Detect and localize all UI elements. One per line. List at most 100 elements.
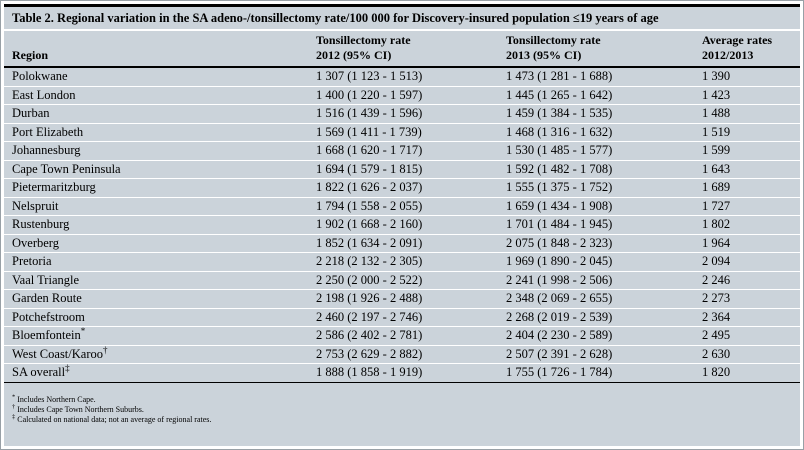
rate-2012-cell: 2 218 (2 132 - 2 305) [316, 254, 423, 268]
table-row: Rustenburg 1 902 (1 668 - 2 160) 1 701 (… [4, 216, 800, 235]
rate-2012-cell: 1 888 (1 858 - 1 919) [316, 365, 423, 379]
rate-2013-cell: 2 075 (1 848 - 2 323) [506, 235, 613, 250]
average-cell: 2 495 [702, 328, 731, 342]
rate-2013-cell: 1 468 (1 316 - 1 632) [506, 124, 613, 139]
region-cell: Overberg [4, 235, 316, 253]
average-cell: 1 599 [702, 143, 731, 157]
rate-2012-cell: 2 586 (2 402 - 2 781) [316, 328, 423, 342]
rate-2012-cell: 2 250 (2 000 - 2 522) [316, 272, 423, 287]
region-name: West Coast/Karoo [12, 346, 103, 361]
table-row: Port Elizabeth 1 569 (1 411 - 1 739) 1 4… [4, 124, 800, 142]
footnote: ‡ Calculated on national data; not an av… [12, 412, 792, 425]
average-cell: 2 630 [702, 346, 731, 361]
rate-2012-cell: 1 794 (1 558 - 2 055) [316, 198, 423, 213]
rate-2013-cell: 2 348 (2 069 - 2 655) [506, 291, 613, 305]
region-cell: West Coast/Karoo† [4, 344, 316, 364]
table-row: West Coast/Karoo† 2 753 (2 629 - 2 882) … [4, 344, 800, 364]
table-row: Garden Route 2 198 (1 926 - 2 488) 2 348… [4, 290, 800, 309]
table-body: Polokwane 1 307 (1 123 - 1 513) 1 473 (1… [4, 68, 800, 383]
table-row: East London 1 400 (1 220 - 1 597) 1 445 … [4, 87, 800, 105]
region-cell: Cape Town Peninsula [4, 161, 316, 179]
rate-2012-cell: 2 198 (1 926 - 2 488) [316, 291, 423, 305]
region-cell: Vaal Triangle [4, 272, 316, 290]
table-row: Overberg 1 852 (1 634 - 2 091) 2 075 (1 … [4, 235, 800, 253]
footnote-text: Includes Northern Cape. [17, 394, 96, 404]
table-row: Cape Town Peninsula 1 694 (1 579 - 1 815… [4, 161, 800, 179]
header-rate-2013: Tonsillectomy rate 2013 (95% CI) [506, 33, 702, 63]
region-name: Potchefstroom [12, 309, 85, 324]
rate-2012-cell: 1 902 (1 668 - 2 160) [316, 217, 423, 231]
table-row: Bloemfontein* 2 586 (2 402 - 2 781) 2 40… [4, 325, 800, 346]
rate-2013-cell: 1 592 (1 482 - 1 708) [506, 161, 613, 176]
rate-2012-cell: 1 694 (1 579 - 1 815) [316, 161, 423, 176]
footnote-marker: * [12, 392, 16, 400]
table-row: Pretoria 2 218 (2 132 - 2 305) 1 969 (1 … [4, 253, 800, 272]
footnote: † Includes Cape Town Northern Suburbs. [12, 403, 792, 415]
header-rate-2012: Tonsillectomy rate 2012 (95% CI) [316, 33, 506, 63]
footnote-marker: ‡ [12, 412, 16, 420]
header-region: Region [4, 33, 316, 63]
region-name: SA overall [12, 365, 66, 379]
table-row: Durban 1 516 (1 439 - 1 596) 1 459 (1 38… [4, 105, 800, 124]
rate-2012-cell: 2 460 (2 197 - 2 746) [316, 309, 423, 324]
footnote-text: Calculated on national data; not an aver… [17, 414, 212, 424]
header-average-line1: Average rates [702, 33, 773, 47]
region-marker: * [80, 325, 86, 336]
region-name: Pretoria [12, 254, 52, 268]
rate-2013-cell: 1 530 (1 485 - 1 577) [506, 143, 613, 157]
average-cell: 1 964 [702, 235, 731, 250]
region-cell: Potchefstroom [4, 309, 316, 327]
region-cell: Rustenburg [4, 216, 316, 234]
rate-2013-cell: 2 404 (2 230 - 2 589) [506, 328, 613, 342]
rate-2013-cell: 2 507 (2 391 - 2 628) [506, 346, 613, 361]
rate-2013-cell: 1 755 (1 726 - 1 784) [506, 365, 613, 379]
table-row: Johannesburg 1 668 (1 620 - 1 717) 1 530… [4, 142, 800, 161]
rate-2012-cell: 1 852 (1 634 - 2 091) [316, 235, 423, 250]
region-name: Pietermaritzburg [12, 180, 96, 194]
average-cell: 1 488 [702, 106, 731, 120]
average-cell: 1 423 [702, 87, 731, 102]
region-cell: Pretoria [4, 253, 316, 271]
footnote-text: Includes Cape Town Northern Suburbs. [17, 404, 144, 414]
average-cell: 2 094 [702, 254, 731, 268]
average-cell: 2 273 [702, 291, 731, 305]
header-average-line2: 2012/2013 [702, 48, 754, 62]
region-marker: † [103, 344, 108, 355]
table-header: Region Tonsillectomy rate 2012 (95% CI) … [4, 31, 800, 68]
rate-2013-cell: 1 445 (1 265 - 1 642) [506, 87, 613, 102]
region-name: Rustenburg [12, 217, 70, 231]
average-cell: 1 802 [702, 217, 731, 231]
region-name: Durban [12, 106, 50, 120]
rate-2012-cell: 1 400 (1 220 - 1 597) [316, 87, 423, 102]
table-card: Table 2. Regional variation in the SA ad… [4, 4, 800, 446]
region-cell: Nelspruit [4, 198, 316, 216]
average-cell: 1 643 [702, 161, 731, 176]
average-cell: 1 689 [702, 180, 731, 194]
table-row: Vaal Triangle 2 250 (2 000 - 2 522) 2 24… [4, 272, 800, 290]
header-rate-2012-line1: Tonsillectomy rate [316, 33, 411, 47]
region-name: Bloemfontein [12, 328, 81, 342]
region-name: Garden Route [12, 291, 82, 305]
region-name: Nelspruit [12, 198, 59, 213]
average-cell: 1 820 [702, 365, 731, 379]
rate-2013-cell: 1 969 (1 890 - 2 045) [506, 254, 613, 268]
region-name: Overberg [12, 235, 59, 250]
rate-2012-cell: 1 569 (1 411 - 1 739) [316, 124, 422, 139]
rate-2012-cell: 1 516 (1 439 - 1 596) [316, 106, 423, 120]
average-cell: 1 519 [702, 124, 731, 139]
header-rate-2012-line2: 2012 (95% CI) [316, 48, 392, 62]
region-name: Polokwane [12, 69, 68, 83]
region-cell: SA overall‡ [4, 363, 316, 382]
region-cell: Port Elizabeth [4, 124, 316, 142]
rate-2013-cell: 1 555 (1 375 - 1 752) [506, 180, 613, 194]
average-cell: 1 390 [702, 69, 731, 83]
region-cell: Polokwane [4, 68, 316, 86]
average-cell: 2 364 [702, 309, 731, 324]
rate-2012-cell: 1 307 (1 123 - 1 513) [316, 69, 423, 83]
table-row: Polokwane 1 307 (1 123 - 1 513) 1 473 (1… [4, 68, 800, 87]
region-name: Vaal Triangle [12, 272, 80, 287]
rate-2013-cell: 1 473 (1 281 - 1 688) [506, 69, 613, 83]
header-region-label: Region [12, 48, 48, 62]
rate-2012-cell: 1 822 (1 626 - 2 037) [316, 180, 423, 194]
